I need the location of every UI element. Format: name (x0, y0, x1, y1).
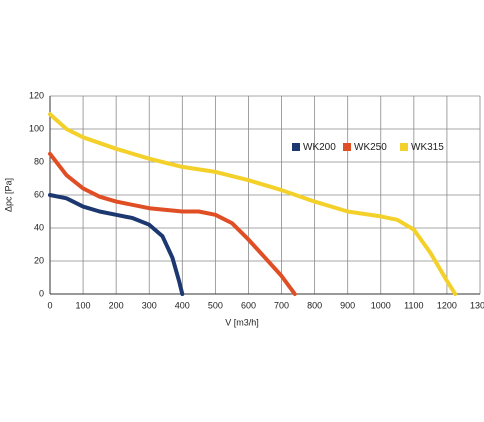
y-tick-label: 0 (39, 288, 44, 298)
x-axis-label: V [m3/h] (225, 317, 259, 327)
legend-label: WK250 (354, 142, 387, 153)
legend-swatch (400, 143, 408, 151)
y-tick-label: 80 (34, 156, 44, 166)
x-tick-label: 1100 (404, 300, 423, 310)
legend-swatch (292, 143, 300, 151)
y-tick-label: 100 (29, 123, 44, 133)
series-line (48, 151, 297, 296)
x-tick-label: 1200 (437, 300, 457, 310)
legend-label: WK200 (303, 142, 336, 153)
x-tick-label: 300 (142, 300, 157, 310)
x-tick-label: 0 (47, 300, 52, 310)
y-tick-label: 40 (34, 222, 44, 232)
legend-label: WK315 (411, 142, 444, 153)
x-tick-label: 200 (109, 300, 124, 310)
x-tick-label: 800 (307, 300, 322, 310)
y-tick-label: 120 (29, 90, 44, 100)
series-line (48, 112, 458, 296)
x-tick-label: 900 (340, 300, 355, 310)
x-tick-label: 100 (76, 300, 91, 310)
x-tick-label: 700 (274, 300, 289, 310)
y-tick-label: 20 (34, 255, 44, 265)
y-tick-label: 60 (34, 189, 44, 199)
x-tick-label: 1300 (470, 300, 484, 310)
x-tick-label: 600 (241, 300, 256, 310)
x-tick-label: 400 (175, 300, 190, 310)
legend-swatch (343, 143, 351, 151)
x-tick-label: 1000 (371, 300, 391, 310)
series-line (48, 193, 185, 296)
x-tick-label: 500 (208, 300, 223, 310)
y-axis-label: Δpc [Pa] (3, 178, 13, 212)
